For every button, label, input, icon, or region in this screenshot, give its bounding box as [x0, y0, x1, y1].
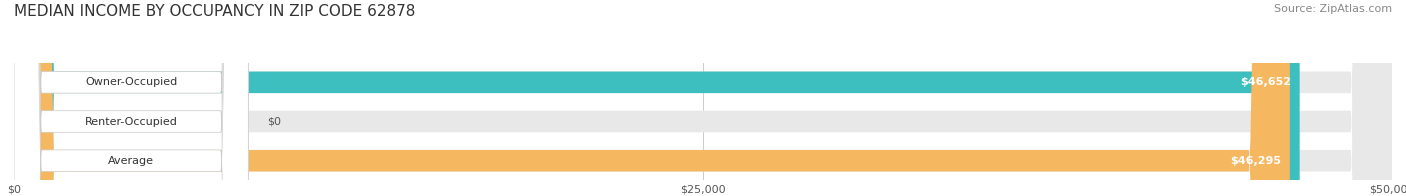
Text: Owner-Occupied: Owner-Occupied [84, 77, 177, 87]
Text: Average: Average [108, 156, 155, 166]
Text: MEDIAN INCOME BY OCCUPANCY IN ZIP CODE 62878: MEDIAN INCOME BY OCCUPANCY IN ZIP CODE 6… [14, 4, 415, 19]
Text: Source: ZipAtlas.com: Source: ZipAtlas.com [1274, 4, 1392, 14]
FancyBboxPatch shape [14, 0, 1392, 196]
FancyBboxPatch shape [14, 0, 249, 196]
FancyBboxPatch shape [14, 0, 1392, 196]
FancyBboxPatch shape [14, 0, 249, 196]
FancyBboxPatch shape [14, 0, 249, 196]
FancyBboxPatch shape [14, 0, 1392, 196]
Text: $46,652: $46,652 [1240, 77, 1291, 87]
FancyBboxPatch shape [14, 0, 1299, 196]
Text: $46,295: $46,295 [1230, 156, 1282, 166]
Text: $0: $0 [267, 116, 281, 127]
Text: Renter-Occupied: Renter-Occupied [84, 116, 177, 127]
FancyBboxPatch shape [14, 0, 1289, 196]
